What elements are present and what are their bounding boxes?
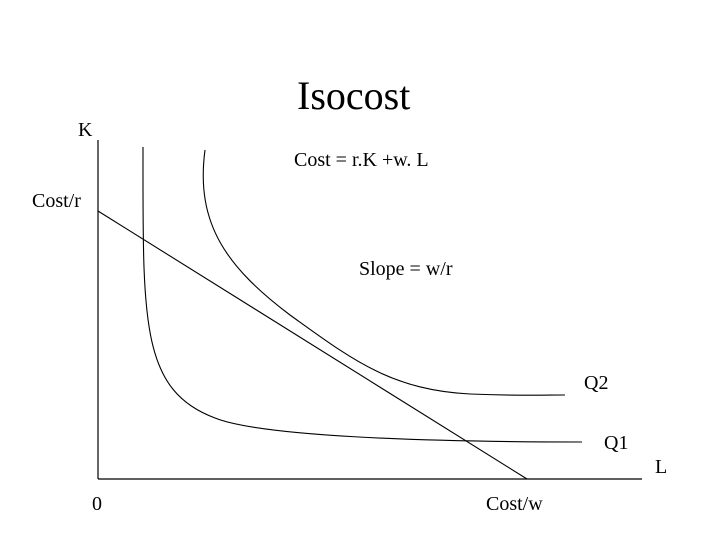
q1-label: Q1 [604,432,629,454]
y-axis-label: K [78,119,93,141]
x-intercept-label: Cost/w [486,493,543,515]
isocost-line [97,210,528,480]
origin-label: 0 [92,493,102,515]
q2-label: Q2 [584,372,609,394]
isoquant-q2 [202,149,566,396]
y-intercept-label: Cost/r [32,190,81,212]
cost-equation-label: Cost = r.K +w. L [294,149,429,171]
x-axis-label: L [655,456,668,478]
isoquant-q1 [142,146,583,443]
diagram-title: Isocost [297,73,411,118]
slope-label: Slope = w/r [359,258,453,280]
